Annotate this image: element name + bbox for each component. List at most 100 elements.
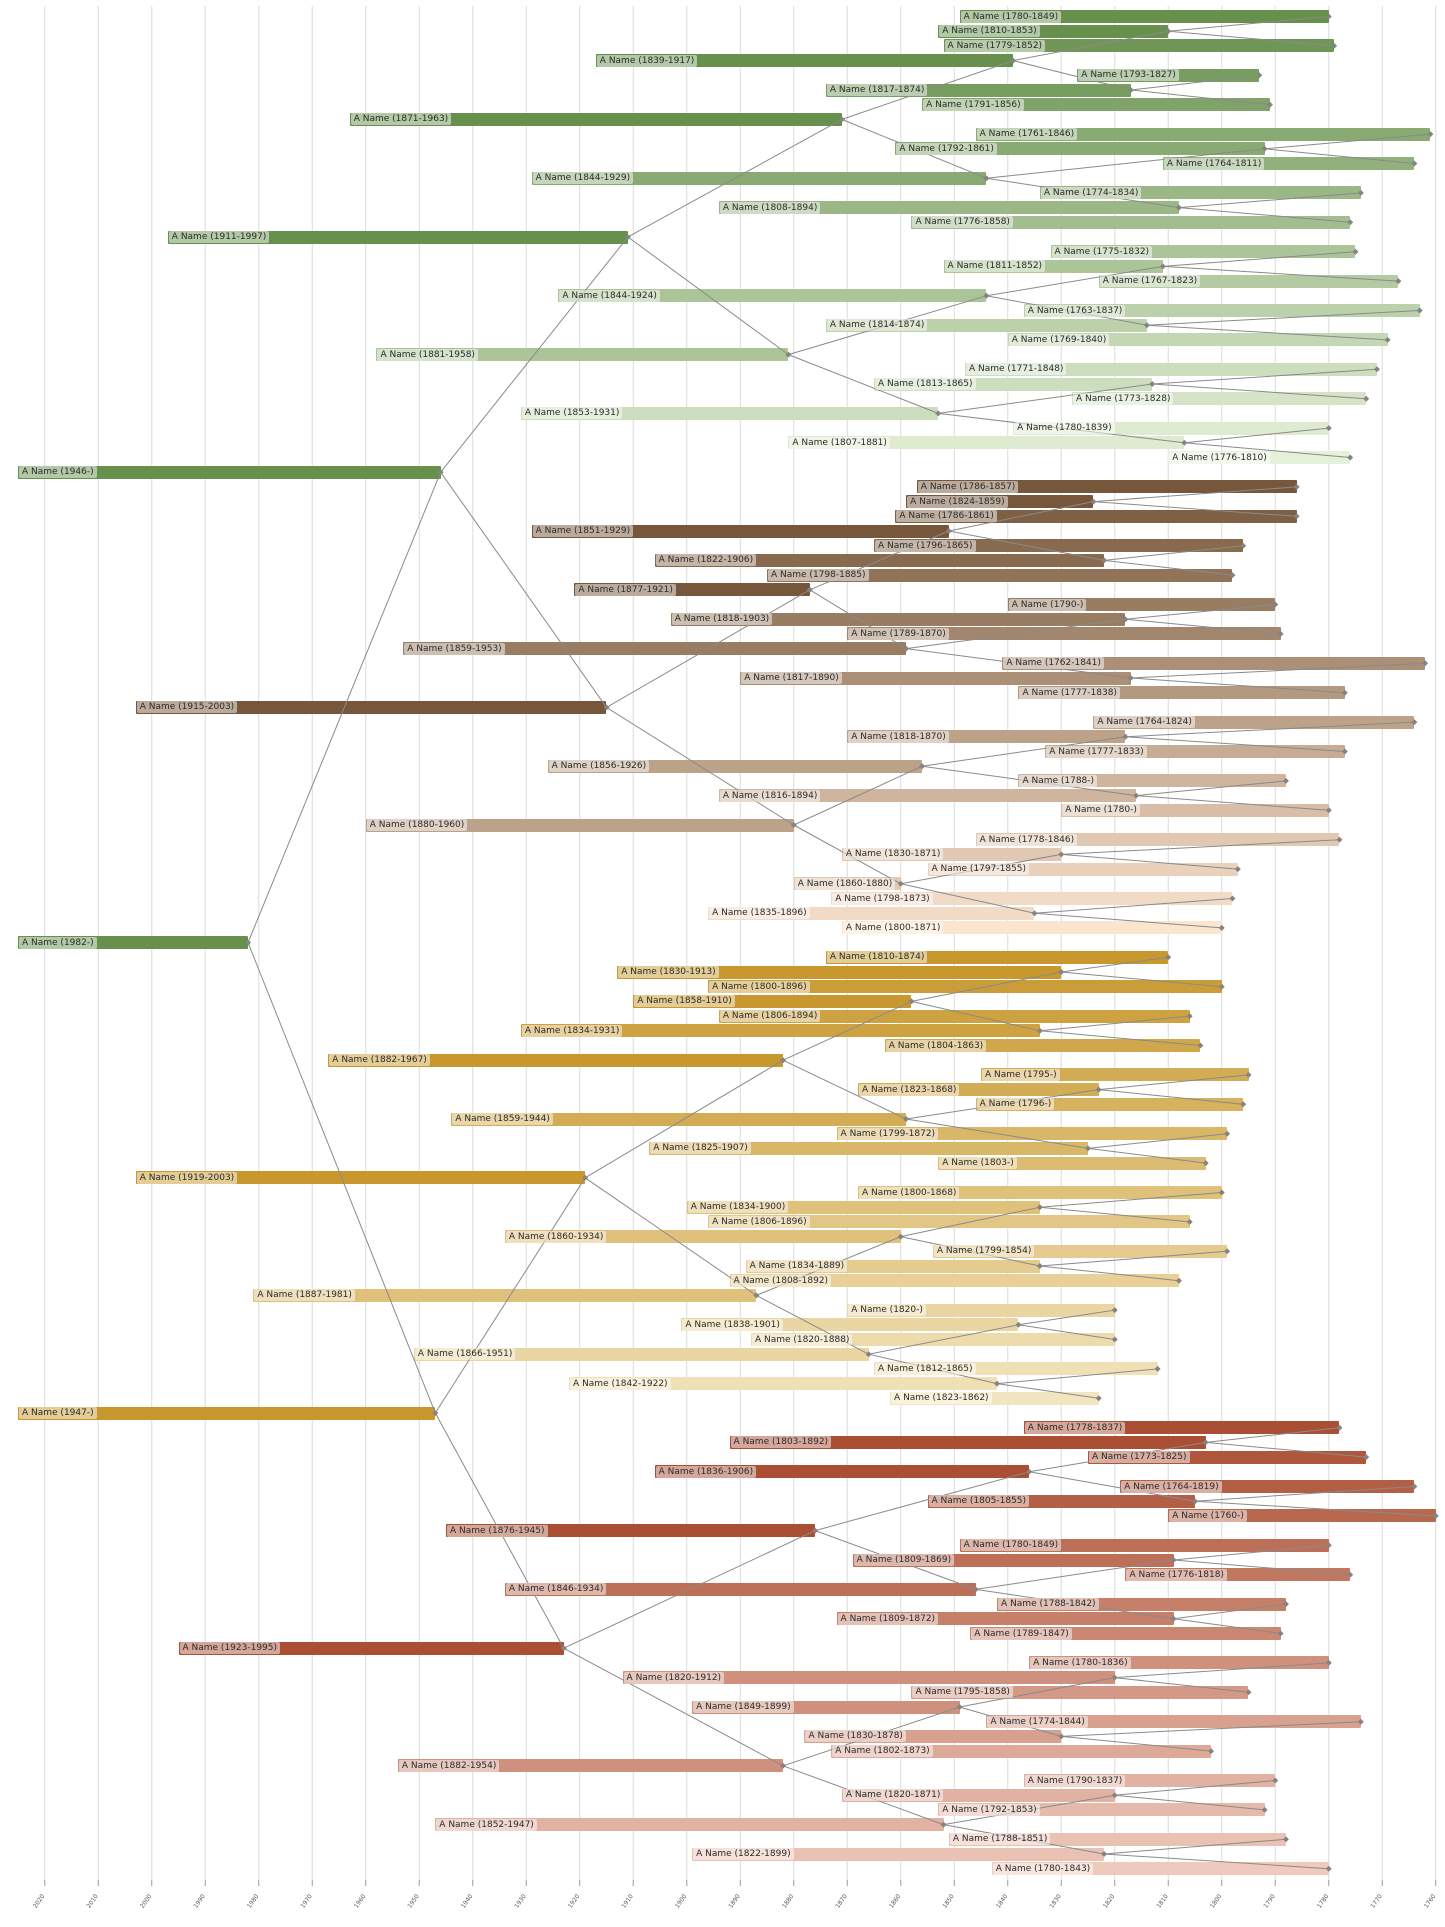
- birth-node-diamond: [1282, 1836, 1289, 1843]
- birth-node-diamond: [1111, 1674, 1118, 1681]
- person-label: A Name (1799-1872): [837, 1127, 939, 1140]
- birth-node-diamond: [1058, 851, 1065, 858]
- person-label: A Name (1776-1818): [1126, 1568, 1227, 1581]
- person-bar: [167, 230, 628, 244]
- person-label: A Name (1849-1899): [693, 1701, 794, 1713]
- person-label: A Name (1882-1967): [329, 1054, 430, 1067]
- birth-node-diamond: [1170, 1557, 1177, 1563]
- parent-child-connector: [563, 1647, 784, 1767]
- birth-node-diamond: [1165, 28, 1172, 35]
- parent-child-connector: [1168, 30, 1335, 47]
- person-bar: [253, 1288, 757, 1302]
- birth-node-diamond: [1031, 910, 1038, 917]
- parent-child-connector: [1087, 1147, 1206, 1164]
- person-bar: [622, 1671, 1115, 1685]
- parent-child-connector: [1013, 30, 1169, 62]
- person-bar: [718, 201, 1179, 215]
- parent-child-connector: [1012, 60, 1131, 91]
- person-label: A Name (1876-1945): [447, 1524, 548, 1537]
- parent-child-connector: [1104, 1853, 1329, 1870]
- person-label: A Name (1800-1871): [842, 921, 944, 934]
- parent-child-connector: [793, 765, 923, 826]
- person-label: A Name (1817-1874): [826, 84, 928, 96]
- person-label: A Name (1798-1885): [768, 569, 869, 582]
- person-label: A Name (1779-1852): [944, 39, 1046, 52]
- parent-child-connector: [1162, 265, 1399, 282]
- person-label: A Name (1814-1874): [826, 319, 928, 332]
- birth-node-diamond: [935, 410, 942, 417]
- birth-node-diamond: [1282, 1601, 1289, 1608]
- person-label: A Name (1830-1871): [842, 848, 944, 861]
- birth-node-diamond: [603, 704, 610, 711]
- birth-node-diamond: [1240, 542, 1247, 549]
- birth-node-diamond: [1181, 439, 1188, 446]
- person-bar: [558, 289, 987, 303]
- birth-node-diamond: [1427, 131, 1434, 138]
- birth-node-diamond: [1186, 1013, 1193, 1020]
- person-label: A Name (1830-1913): [618, 966, 719, 978]
- parent-child-connector: [1039, 1265, 1180, 1282]
- birth-node-diamond: [897, 1233, 904, 1240]
- person-label: A Name (1919-2003): [136, 1171, 238, 1184]
- person-label: A Name (1776-1858): [912, 216, 1013, 229]
- birth-node-diamond: [1154, 1365, 1161, 1372]
- parent-child-connector: [1103, 545, 1244, 561]
- parent-child-connector: [815, 1471, 1030, 1532]
- birth-node-diamond: [1208, 1748, 1215, 1755]
- birth-node-diamond: [1026, 1468, 1033, 1475]
- parent-child-connector: [440, 236, 629, 473]
- person-label: A Name (1799-1854): [933, 1245, 1035, 1258]
- parent-child-connector: [1034, 912, 1222, 929]
- parent-child-connector: [1098, 1074, 1249, 1091]
- parent-child-connector: [1146, 310, 1420, 326]
- person-bar: [531, 524, 949, 538]
- person-label: A Name (1810-1874): [826, 951, 928, 964]
- parent-child-connector: [1125, 618, 1281, 635]
- birth-node-diamond: [1245, 1689, 1252, 1696]
- birth-node-diamond: [1325, 1542, 1332, 1549]
- birth-node-diamond: [1325, 13, 1332, 20]
- person-bar: [729, 1435, 1206, 1449]
- person-label: A Name (1830-1878): [805, 1730, 906, 1743]
- person-bar: [692, 1847, 1105, 1861]
- person-label: A Name (1771-1848): [965, 363, 1067, 376]
- parent-child-connector: [1103, 559, 1233, 576]
- person-label: A Name (1808-1892): [730, 1274, 832, 1287]
- person-label: A Name (1769-1840): [1008, 333, 1110, 346]
- person-label: A Name (1871-1963): [350, 113, 452, 126]
- birth-node-diamond: [1416, 307, 1423, 314]
- parent-child-connector: [1152, 368, 1377, 385]
- parent-child-connector: [906, 618, 1126, 650]
- birth-node-diamond: [806, 586, 813, 593]
- parent-child-connector: [938, 383, 1153, 414]
- person-label: A Name (1813-1865): [875, 378, 976, 390]
- parent-child-connector: [986, 265, 1163, 297]
- person-label: A Name (1774-1844): [987, 1715, 1088, 1728]
- birth-node-diamond: [1149, 381, 1156, 387]
- parent-child-connector: [1146, 324, 1388, 341]
- person-label: A Name (1822-1906): [655, 554, 757, 567]
- person-label: A Name (1844-1929): [532, 172, 634, 185]
- person-label: A Name (1836-1906): [655, 1465, 757, 1478]
- birth-node-diamond: [1127, 675, 1134, 681]
- person-label: A Name (1820-1888): [751, 1333, 853, 1346]
- person-label: A Name (1764-1819): [1121, 1480, 1222, 1493]
- birth-node-diamond: [582, 1174, 589, 1181]
- birth-node-diamond: [1036, 1263, 1043, 1269]
- person-label: A Name (1762-1841): [1003, 657, 1104, 670]
- birth-node-diamond: [1341, 689, 1348, 696]
- parent-child-connector: [1093, 501, 1297, 517]
- person-label: A Name (1839-1917): [596, 54, 698, 67]
- birth-node-diamond: [1122, 616, 1129, 623]
- parent-child-connector: [1178, 192, 1361, 209]
- parent-child-connector: [1114, 1794, 1265, 1811]
- person-bar: [729, 1274, 1179, 1288]
- birth-node-diamond: [1165, 954, 1172, 961]
- person-bar: [718, 1009, 1190, 1023]
- parent-child-connector: [434, 1177, 586, 1414]
- parent-child-connector: [782, 1059, 907, 1120]
- parent-child-connector: [1034, 898, 1233, 914]
- person-label: A Name (1834-1900): [687, 1201, 789, 1214]
